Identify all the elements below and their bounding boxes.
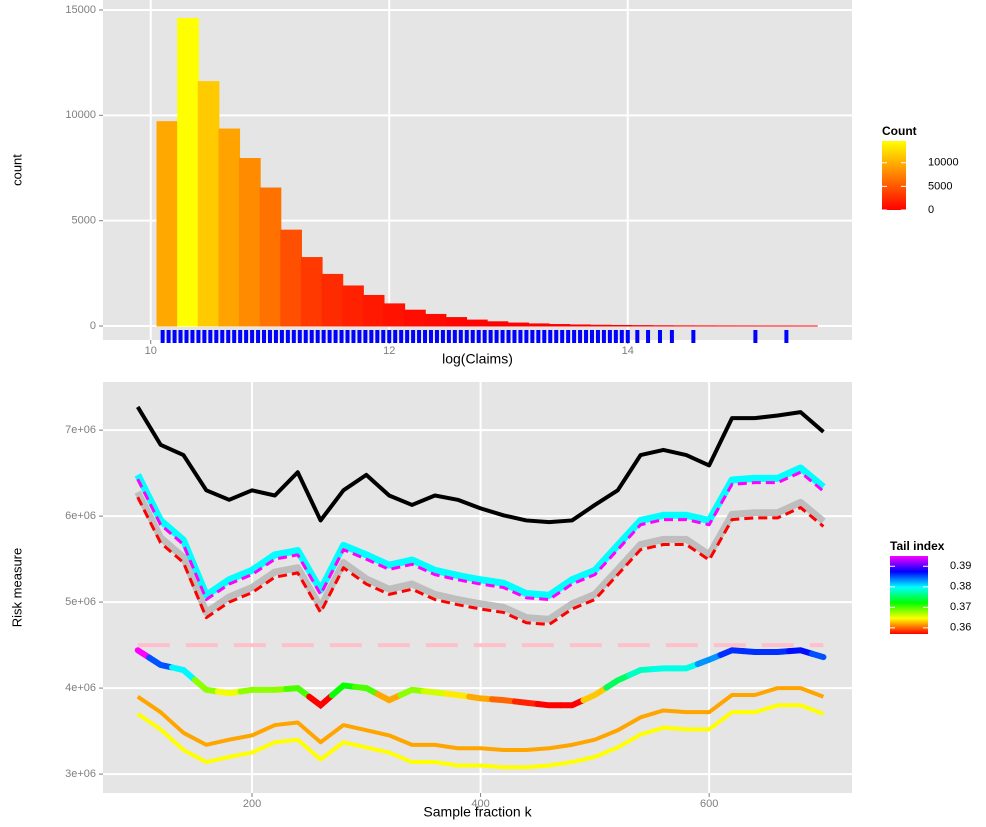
legend-label: 10000: [928, 157, 959, 169]
y-tick-label: 3e+06: [65, 768, 96, 780]
tail-index-line: [789, 650, 812, 653]
bar: [570, 325, 591, 326]
tail-index-line: [423, 691, 446, 694]
legend-title: Tail index: [890, 539, 945, 553]
x-tick-label: 10: [145, 345, 157, 357]
tail-index-line: [515, 701, 538, 704]
bar: [281, 230, 302, 326]
bar: [384, 304, 405, 326]
y-axis-title: Risk measure: [9, 548, 24, 627]
bar: [157, 122, 178, 326]
legend-title: Count: [882, 124, 917, 138]
x-axis-title: log(Claims): [442, 351, 513, 367]
y-tick-label: 4e+06: [65, 682, 96, 694]
bar: [611, 325, 632, 326]
bar: [343, 286, 364, 326]
tail-index-line: [263, 689, 286, 690]
legend-label: 0.36: [950, 622, 971, 634]
bar: [405, 310, 426, 326]
legend-label: 0.37: [950, 601, 971, 613]
y-tick-label: 10000: [65, 109, 96, 121]
tail-index-line: [743, 651, 766, 652]
bar: [590, 325, 611, 326]
bar: [363, 295, 384, 326]
bar: [219, 129, 240, 326]
legend-label: 0: [928, 204, 934, 216]
tail-index-line: [538, 704, 561, 705]
tail-index-line: [241, 690, 264, 692]
legend-label: 0.38: [950, 581, 971, 593]
legend-colorbar: [890, 556, 928, 634]
tail-index-line: [218, 692, 241, 694]
y-tick-label: 5000: [72, 215, 96, 227]
y-axis-title: count: [9, 154, 24, 186]
y-tick-label: 0: [90, 320, 96, 332]
x-tick-label: 12: [383, 345, 395, 357]
bar: [528, 324, 549, 326]
x-axis-title: Sample fraction k: [423, 804, 532, 820]
tail-index-line: [492, 699, 515, 701]
legend-label: 5000: [928, 180, 952, 192]
y-tick-label: 6e+06: [65, 510, 96, 522]
y-tick-label: 5e+06: [65, 596, 96, 608]
tail-index-line: [652, 668, 675, 669]
tail-index-line: [469, 697, 492, 700]
bar: [487, 322, 508, 326]
bar: [240, 159, 261, 326]
bar: [178, 18, 199, 326]
y-tick-label: 15000: [65, 4, 96, 16]
tail-index-line: [812, 654, 823, 657]
x-tick-label: 600: [700, 798, 718, 810]
bar: [467, 320, 488, 326]
tail-index-line: [766, 651, 789, 652]
bar: [301, 258, 322, 326]
bar: [198, 82, 219, 326]
tail-index-line: [446, 694, 469, 697]
bar: [549, 325, 570, 326]
bar: [425, 314, 446, 326]
legend-colorbar: [882, 141, 906, 210]
bar: [322, 274, 343, 326]
bar: [446, 318, 467, 326]
bar: [260, 188, 281, 326]
bar: [508, 323, 529, 326]
y-tick-label: 7e+06: [65, 424, 96, 436]
x-tick-label: 14: [622, 345, 634, 357]
x-tick-label: 200: [243, 798, 261, 810]
legend-label: 0.39: [950, 560, 971, 572]
